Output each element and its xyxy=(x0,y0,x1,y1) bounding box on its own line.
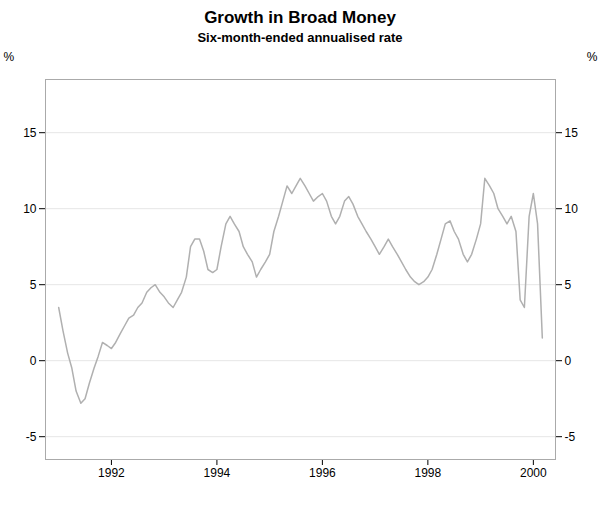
svg-text:-5: -5 xyxy=(26,430,37,444)
svg-text:1998: 1998 xyxy=(415,466,442,480)
svg-text:15: 15 xyxy=(565,126,579,140)
svg-text:-5: -5 xyxy=(565,430,576,444)
svg-text:1996: 1996 xyxy=(309,466,336,480)
svg-text:%: % xyxy=(4,50,15,64)
svg-text:0: 0 xyxy=(30,354,37,368)
svg-text:10: 10 xyxy=(23,202,37,216)
html-text:Growth in Broad Money: Growth in Broad Money xyxy=(204,8,396,27)
svg-text:0: 0 xyxy=(565,354,572,368)
svg-text:2000: 2000 xyxy=(520,466,547,480)
svg-text:1992: 1992 xyxy=(98,466,125,480)
svg-text:10: 10 xyxy=(565,202,579,216)
svg-text:15: 15 xyxy=(23,126,37,140)
svg-text:1994: 1994 xyxy=(204,466,231,480)
html-text:Six-month-ended annualised rat: Six-month-ended annualised rate xyxy=(197,30,403,45)
svg-text:%: % xyxy=(587,50,598,64)
svg-text:5: 5 xyxy=(565,278,572,292)
svg-text:5: 5 xyxy=(30,278,37,292)
